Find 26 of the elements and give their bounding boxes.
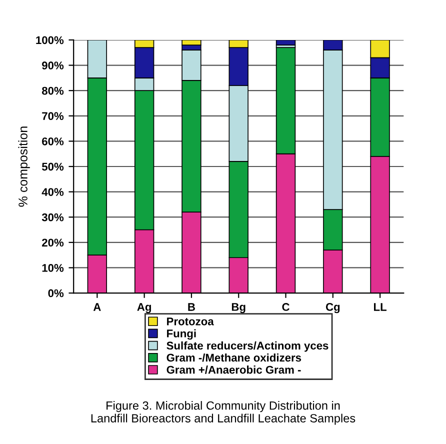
y-tick-label: 70%: [42, 112, 64, 120]
legend-label: Gram -/Methane oxidizers: [166, 353, 302, 362]
legend-label: Fungi: [167, 329, 196, 340]
y-axis-title: % composition: [18, 126, 30, 207]
y-tick-label: 10%: [42, 264, 64, 272]
y-tick-label: 100%: [36, 36, 64, 44]
y-tick-label: 0%: [48, 289, 64, 298]
caption: Figure 3. Microbial Community Distribution in Landfill Bioreactors and Landfill Leachate Samples: [91, 401, 356, 425]
bar: [276, 40, 296, 46]
y-tick-label: 60%: [42, 137, 64, 146]
y-tick-label: 90%: [42, 62, 64, 70]
x-tick-label: Ag: [137, 303, 151, 314]
y-tick-label: 40%: [42, 188, 64, 196]
y-tick-label: 80%: [42, 86, 64, 95]
legend-label: Protozoa: [167, 318, 214, 326]
x-tick-label: B: [188, 303, 195, 311]
y-tick-label: 30%: [42, 213, 64, 222]
x-tick-label: Cg: [326, 303, 340, 314]
x-tick-label: LL: [374, 303, 387, 311]
y-tick-label: 20%: [42, 238, 64, 247]
x-tick-label: A: [93, 303, 101, 311]
legend-label: Sulfate reducers/Actinom yces: [166, 341, 328, 352]
x-tick-label: C: [282, 303, 290, 311]
x-tick-label: Bg: [232, 303, 246, 314]
legend-label: Gram +/Anaerobic Gram -: [166, 366, 301, 374]
y-tick-label: 50%: [42, 162, 64, 171]
